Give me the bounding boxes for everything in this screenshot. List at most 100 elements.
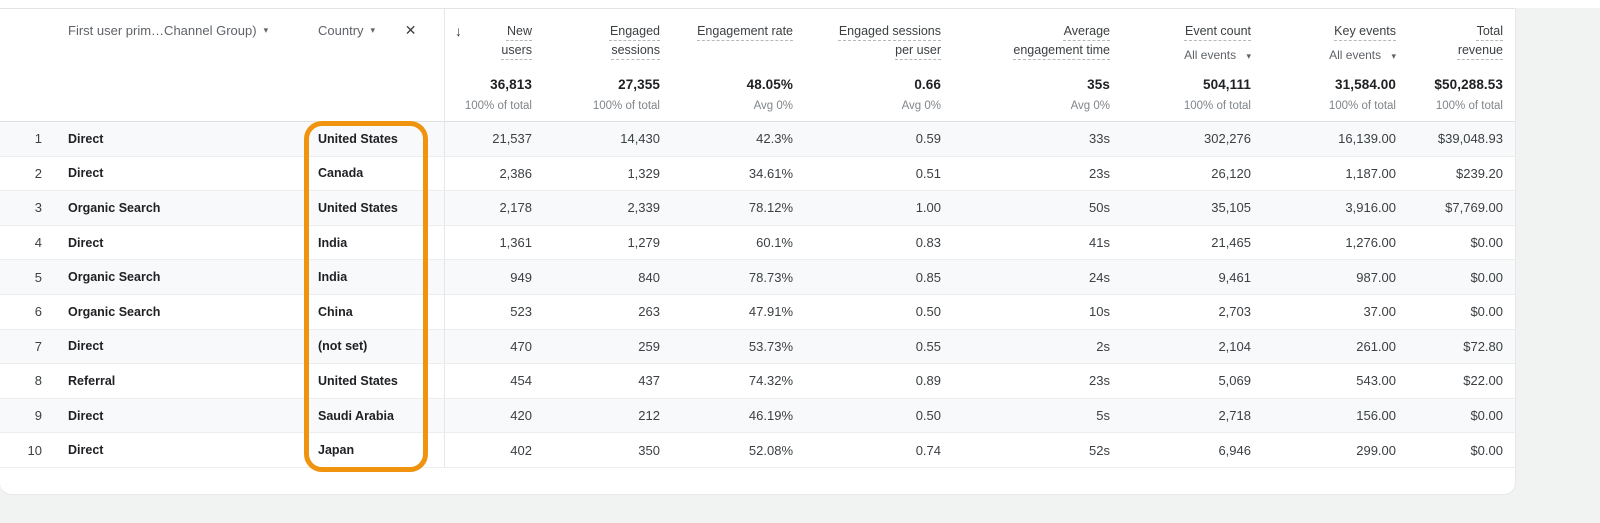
row-metric-value: 402: [510, 442, 532, 458]
row-metric-value: 5s: [1096, 408, 1110, 424]
row-metric-value: 840: [638, 269, 660, 285]
metric-label[interactable]: Engaged sessions per user: [838, 24, 941, 57]
row-metric-value: 60.1%: [756, 235, 793, 251]
row-metric-value: 41s: [1089, 235, 1110, 251]
row-metric-value: 1.00: [915, 200, 941, 216]
row-channel: Organic Search: [68, 200, 161, 215]
header-secondary-dimension: Country ▾ ✕: [306, 9, 445, 122]
metric-header-average-engagement-time: Average engagement time 35s Avg 0%: [954, 9, 1123, 122]
metric-total: 27,355: [618, 77, 660, 92]
row-metric-value: 26,120: [1211, 165, 1251, 181]
row-metric-value: 52.08%: [748, 442, 793, 458]
row-metric-value: 23s: [1089, 165, 1110, 181]
metric-total-sub: Avg 0%: [901, 100, 941, 112]
row-metric-value: 0.50: [915, 408, 941, 424]
secondary-dimension-dropdown[interactable]: Country ▾: [318, 23, 375, 38]
row-metric-value: 949: [510, 269, 532, 285]
row-metric-value: 3,916.00: [1345, 200, 1396, 216]
metric-total: 36,813: [490, 77, 532, 92]
row-metric-value: 0.74: [915, 442, 941, 458]
row-metric-value: $22.00: [1463, 373, 1503, 389]
metric-header-event-count: Event count All events ▾ 504,111 100% of to…: [1123, 9, 1264, 122]
row-metric-value: 37.00: [1363, 304, 1396, 320]
row-metric-value: 259: [638, 338, 660, 354]
metric-label[interactable]: Event count: [1184, 24, 1251, 38]
row-metric-value: 2,178: [499, 200, 532, 216]
row-metric-value: 50s: [1089, 200, 1110, 216]
metric-total-sub: 100% of total: [1328, 100, 1396, 112]
metric-filter-dropdown[interactable]: All events ▾: [1329, 48, 1396, 62]
table-header: First user prim…Channel Group) ▾ Country…: [0, 9, 1515, 122]
row-metric-value: 5,069: [1218, 373, 1251, 389]
row-metric-value: 78.12%: [748, 200, 793, 216]
row-metric-value: 0.50: [915, 304, 941, 320]
row-metric-value: 420: [510, 408, 532, 424]
table-row: 3 Organic Search United States 2,178 2,339 78…: [0, 191, 1515, 226]
metric-total: 0.66: [914, 77, 941, 92]
metric-label[interactable]: Engagement rate: [697, 24, 793, 38]
row-metric-value: 470: [510, 338, 532, 354]
metric-label[interactable]: Engaged sessions: [609, 24, 660, 57]
row-metric-value: 0.59: [915, 131, 941, 147]
row-rank: 1: [34, 131, 42, 147]
row-channel: Organic Search: [68, 270, 161, 285]
row-metric-value: $0.00: [1470, 408, 1503, 424]
row-metric-value: 21,537: [492, 131, 532, 147]
row-metric-value: 2,703: [1218, 304, 1251, 320]
table-row: 6 Organic Search China 523 263 47.91% 0.50 10s 2…: [0, 294, 1515, 330]
row-channel: Direct: [68, 408, 104, 423]
row-metric-value: $239.20: [1456, 165, 1503, 181]
metric-label[interactable]: Total revenue: [1457, 24, 1503, 57]
row-metric-value: 35,105: [1211, 200, 1251, 216]
row-channel: Direct: [68, 339, 104, 354]
row-metric-value: $0.00: [1470, 442, 1503, 458]
metric-total-sub: Avg 0%: [1070, 100, 1110, 112]
row-metric-value: 33s: [1089, 131, 1110, 147]
metric-total: 31,584.00: [1335, 77, 1396, 92]
row-metric-value: 10s: [1089, 304, 1110, 320]
table-row: 1 Direct United States 21,537 14,430 42.3% 0.5…: [0, 122, 1515, 157]
metric-total: 504,111: [1202, 77, 1251, 92]
page-top-strip: [0, 0, 1600, 8]
chevron-down-icon: ▾: [1391, 51, 1396, 61]
row-metric-value: 987.00: [1356, 269, 1396, 285]
metric-filter-dropdown[interactable]: All events ▾: [1184, 48, 1251, 62]
row-metric-value: 0.55: [915, 338, 941, 354]
table-row: 5 Organic Search India 949 840 78.73% 0.85 24s 9…: [0, 260, 1515, 295]
chevron-down-icon: ▾: [263, 25, 269, 35]
row-country: India: [306, 225, 445, 260]
row-rank: 5: [34, 269, 42, 285]
row-metric-value: 0.85: [915, 269, 941, 285]
chevron-down-icon: ▾: [370, 25, 376, 35]
row-metric-value: 2,386: [499, 165, 532, 181]
metric-total: $50,288.53: [1434, 77, 1503, 92]
row-metric-value: $0.00: [1470, 235, 1503, 251]
remove-country-column-icon[interactable]: ✕: [404, 22, 417, 38]
row-country: China: [306, 294, 445, 329]
table-row: 10 Direct Japan 402 350 52.08% 0.74 52s 6,946 299…: [0, 433, 1515, 468]
primary-dimension-dropdown[interactable]: First user prim…Channel Group) ▾: [68, 23, 268, 38]
row-metric-value: $0.00: [1470, 269, 1503, 285]
metric-label[interactable]: Key events: [1334, 24, 1396, 38]
metric-total-sub: Avg 0%: [753, 100, 793, 112]
row-metric-value: 0.51: [915, 165, 941, 181]
row-rank: 7: [34, 338, 42, 354]
row-metric-value: 16,139.00: [1338, 131, 1396, 147]
row-country: Canada: [306, 156, 445, 191]
row-metric-value: 212: [638, 408, 660, 424]
row-metric-value: 299.00: [1356, 442, 1396, 458]
row-metric-value: $72.80: [1463, 338, 1503, 354]
table-body: 1 Direct United States 21,537 14,430 42.3% 0.5…: [0, 122, 1515, 468]
row-country: United States: [306, 122, 445, 156]
row-metric-value: 1,279: [627, 235, 660, 251]
metric-label[interactable]: New users: [501, 24, 532, 57]
row-metric-value: 1,329: [627, 165, 660, 181]
row-metric-value: $39,048.93: [1437, 131, 1503, 147]
row-metric-value: 2,339: [627, 200, 660, 216]
metric-label[interactable]: Average engagement time: [1013, 24, 1110, 57]
sort-descending-icon[interactable]: ↓: [455, 23, 462, 39]
header-primary-dimension: First user prim…Channel Group) ▾: [56, 9, 306, 122]
metric-header-engagement-rate: Engagement rate 48.05% Avg 0%: [673, 9, 806, 122]
row-metric-value: 263: [638, 304, 660, 320]
row-metric-value: 9,461: [1218, 269, 1251, 285]
